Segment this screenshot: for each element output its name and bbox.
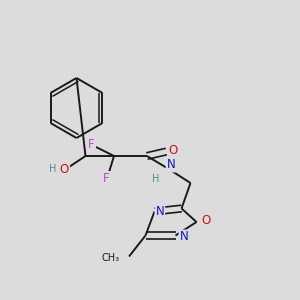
Text: O: O	[201, 214, 210, 227]
Text: N: N	[167, 158, 176, 172]
Text: N: N	[155, 205, 164, 218]
Text: O: O	[168, 143, 177, 157]
Text: F: F	[88, 137, 95, 151]
Text: H: H	[49, 164, 56, 175]
Text: CH₃: CH₃	[102, 253, 120, 263]
Text: H: H	[152, 173, 160, 184]
Text: F: F	[103, 172, 110, 185]
Text: N: N	[179, 230, 188, 244]
Text: O: O	[60, 163, 69, 176]
